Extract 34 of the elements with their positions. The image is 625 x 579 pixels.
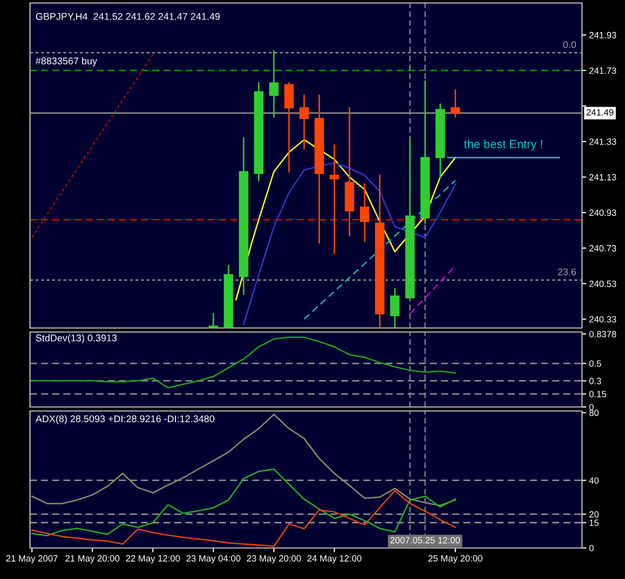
x-tick-label: 24 May 12:00 bbox=[307, 555, 362, 564]
text: GBPJPY,H4 241.52 241.62 241.47 241.49 bbox=[36, 13, 220, 22]
x-tick-label: 25 May 20:00 bbox=[428, 555, 482, 564]
annotation: 23.6 bbox=[558, 268, 576, 276]
x-tick-label: 22 May 12:00 bbox=[126, 555, 180, 564]
y-tick-label: 15 bbox=[590, 520, 599, 526]
ref-line-label: 241.49 bbox=[586, 109, 614, 116]
y-tick-label: 241.13 bbox=[589, 174, 616, 180]
y-tick-label: 40 bbox=[589, 477, 599, 484]
x-tick-label: 21 May 2007 bbox=[6, 555, 58, 564]
y-tick-label: 0.8378 bbox=[589, 330, 616, 338]
annotation: 0.0 bbox=[563, 41, 576, 48]
y-tick-label: 0.15 bbox=[589, 390, 606, 398]
chart-title: StdDev(13) 0.3913 bbox=[36, 334, 117, 344]
y-tick-label: 241.33 bbox=[589, 138, 616, 145]
y-tick-label: 240.33 bbox=[589, 316, 616, 322]
series-label: the best Entry ! bbox=[464, 140, 542, 151]
ref-line-label: 2007.05.25 12:00 bbox=[390, 537, 460, 544]
chart-title: ADX(8) 28.5093 +DI:28.9216 -DI:12.3480 bbox=[36, 415, 214, 424]
x-tick-label: 23 May 20:00 bbox=[246, 555, 301, 564]
ref-line-label: #8833567 buy bbox=[36, 57, 98, 66]
y-tick-label: 0.3 bbox=[589, 378, 602, 384]
y-tick-label: 0 bbox=[589, 544, 594, 552]
x-tick-label: 21 May 20:00 bbox=[65, 555, 120, 564]
y-tick-label: 0.5 bbox=[589, 360, 602, 367]
y-tick-label: 241.73 bbox=[589, 67, 616, 74]
y-tick-label: 240.93 bbox=[589, 210, 616, 216]
y-tick-label: 0 bbox=[589, 404, 594, 410]
y-tick-label: 240.73 bbox=[589, 245, 616, 252]
x-tick-label: 23 May 04:00 bbox=[186, 555, 240, 564]
y-tick-label: 241.93 bbox=[589, 32, 616, 38]
y-tick-label: 20 bbox=[589, 511, 599, 518]
y-tick-label: 240.53 bbox=[589, 280, 616, 287]
y-tick-label: 80 bbox=[589, 410, 599, 416]
